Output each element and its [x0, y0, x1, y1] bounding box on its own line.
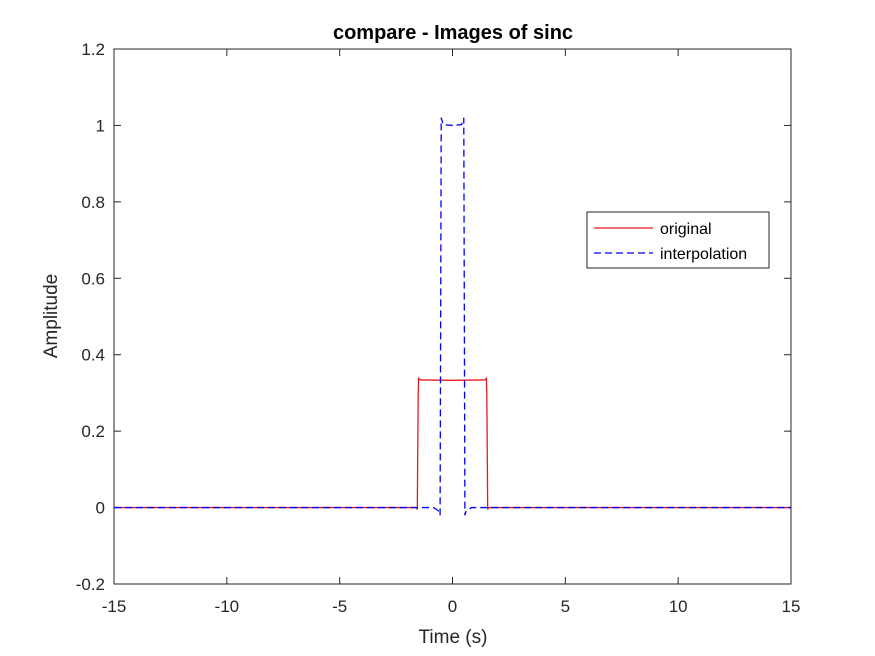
x-tick-label: 5	[561, 597, 570, 616]
x-tick-label: -15	[102, 597, 127, 616]
series-line-interpolation	[114, 117, 791, 516]
y-axis-label: Amplitude	[41, 274, 62, 359]
data-series	[114, 117, 791, 516]
legend-label-interpolation: interpolation	[660, 246, 747, 263]
y-tick-label: 0.6	[81, 269, 105, 288]
y-tick-label: 0.2	[81, 422, 105, 441]
chart-title: compare - Images of sinc	[333, 22, 573, 44]
x-tick-label: 15	[782, 597, 801, 616]
legend-box	[586, 211, 770, 269]
x-tick-label: -5	[332, 597, 347, 616]
x-tick-label: 10	[669, 597, 688, 616]
axis-ticks: -15 -10 -5 0 5 10 15 -0.2 0 0.2 0.4 0.6 0.8 1 1.2	[76, 40, 801, 616]
y-tick-label: 1	[96, 116, 105, 135]
plot-area	[113, 48, 792, 585]
x-axis-label: Time (s)	[419, 627, 488, 648]
y-tick-label: 0	[96, 499, 105, 518]
x-tick-label: -10	[215, 597, 240, 616]
y-tick-label: -0.2	[76, 575, 105, 594]
y-tick-label: 1.2	[81, 40, 105, 59]
legend-label-original: original	[660, 221, 712, 238]
y-tick-label: 0.8	[81, 193, 105, 212]
y-tick-label: 0.4	[81, 346, 105, 365]
legend: original interpolation	[586, 211, 770, 269]
series-line-original	[114, 376, 791, 510]
axes-box	[113, 48, 792, 585]
x-tick-label: 0	[448, 597, 457, 616]
